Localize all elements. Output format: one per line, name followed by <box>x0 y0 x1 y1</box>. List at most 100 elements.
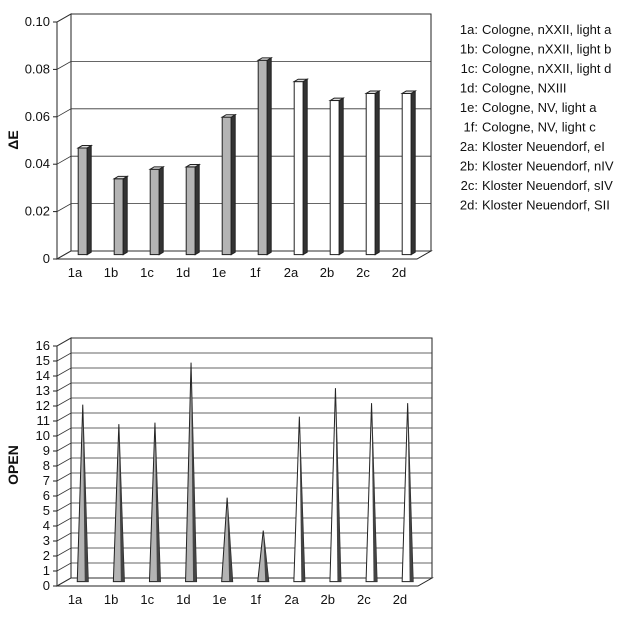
x-tick-label: 1b <box>104 592 118 607</box>
bar <box>184 163 202 256</box>
gridline <box>56 427 432 437</box>
bar <box>365 403 378 583</box>
chart-frame <box>55 337 434 587</box>
x-tick-label: 1f <box>250 265 261 280</box>
y-tick-label: 15 <box>36 353 50 368</box>
x-tick-label: 2d <box>393 592 407 607</box>
legend-entry: Kloster Neuendorf, sIV <box>482 178 613 193</box>
x-tick-label: 1b <box>104 265 118 280</box>
gridline <box>56 203 431 212</box>
gridline <box>56 13 431 23</box>
bar <box>112 424 125 583</box>
gridline <box>56 532 432 542</box>
gridlines <box>53 337 432 587</box>
x-tick-label: 2c <box>357 592 371 607</box>
y-tick-label: 0 <box>43 251 50 266</box>
x-tick-label: 2d <box>392 265 406 280</box>
y-tick-label: 4 <box>43 518 50 533</box>
gridlines <box>53 13 431 260</box>
gridline <box>56 457 432 467</box>
x-tick-label: 2b <box>321 592 335 607</box>
bar <box>112 175 130 256</box>
gridline <box>56 487 432 497</box>
y-tick-label: 5 <box>43 503 50 518</box>
x-tick-label: 1f <box>250 592 261 607</box>
legend-entry: Cologne, NXIII <box>482 81 567 96</box>
x-tick-label: 1c <box>140 265 154 280</box>
gridline <box>56 517 432 527</box>
bar <box>256 56 274 256</box>
legend-entry: Cologne, nXXII, light a <box>482 22 612 37</box>
y-tick-label: 13 <box>36 383 50 398</box>
x-tick-label: 2c <box>356 265 370 280</box>
bar <box>401 403 414 583</box>
cone-bars <box>76 362 414 583</box>
bar <box>76 404 89 583</box>
y-tick-label: 9 <box>43 443 50 458</box>
y-tick-label: 0 <box>43 578 50 593</box>
y-tick-label: 12 <box>36 398 50 413</box>
x-tick-label: 1d <box>176 592 190 607</box>
x-tick-label: 1a <box>68 265 83 280</box>
y-tick-label: 1 <box>43 563 50 578</box>
gridline <box>56 155 431 165</box>
legend-entry: Cologne, NV, light c <box>482 120 596 135</box>
bar <box>148 422 161 583</box>
x-tick-label: 1e <box>212 265 226 280</box>
x-tick-label: 1d <box>176 265 190 280</box>
y-tick-label: 14 <box>36 368 50 383</box>
y-tick-label: 0.08 <box>25 61 50 76</box>
x-tick-labels: 1a 1b 1c 1d 1e 1f 2a 2b 2c 2d <box>68 592 407 607</box>
bar <box>257 530 270 583</box>
bar <box>293 416 306 583</box>
y-tick-label: 3 <box>43 533 50 548</box>
bar <box>292 78 310 256</box>
legend-key: 1b: <box>460 42 478 57</box>
legend-entry: Kloster Neuendorf, eI <box>482 139 605 154</box>
gridline <box>56 337 432 347</box>
gridline <box>56 397 432 407</box>
y-tick-label: 10 <box>36 428 50 443</box>
legend-entry: Kloster Neuendorf, SII <box>482 198 610 213</box>
bar <box>148 165 166 256</box>
x-tick-label: 2a <box>284 592 299 607</box>
x-tick-label: 1e <box>212 592 226 607</box>
gridline <box>56 562 432 572</box>
y-tick-label: 16 <box>36 338 50 353</box>
legend-key: 1a: <box>460 22 478 37</box>
x-tick-label: 2a <box>284 265 299 280</box>
gridline <box>56 472 432 482</box>
y-tick-label: 6 <box>43 488 50 503</box>
gridline <box>56 250 431 260</box>
gridline <box>56 577 432 587</box>
legend-entry: Cologne, nXXII, light b <box>482 42 611 57</box>
gridline <box>56 108 431 118</box>
legend-entry: Kloster Neuendorf, nIV <box>482 159 614 174</box>
y-axis-label: ΔE <box>5 130 21 149</box>
y-tick-label: 0.04 <box>25 156 50 171</box>
gridline <box>56 61 431 70</box>
x-tick-label: 1c <box>140 592 154 607</box>
bar <box>76 144 94 256</box>
gridline <box>56 412 432 422</box>
gridline <box>56 352 432 362</box>
y-tick-label: 2 <box>43 548 50 563</box>
bars <box>76 56 418 256</box>
bar <box>220 113 238 256</box>
y-axis-label: OPEN <box>5 445 21 485</box>
legend-entry: Cologne, NV, light a <box>482 100 597 115</box>
gridline <box>56 547 432 557</box>
bar <box>221 497 234 583</box>
x-tick-labels: 1a 1b 1c 1d 1e 1f 2a 2b 2c 2d <box>68 265 406 280</box>
x-tick-label: 1a <box>68 592 83 607</box>
legend-key: 2a: <box>460 139 478 154</box>
y-tick-label: 8 <box>43 458 50 473</box>
delta-e-chart: 0 0.02 0.04 0.06 0.08 0.10 1a 1b 1c 1d 1e 1f 2a 2b 2c… <box>5 13 614 280</box>
legend-key: 2d: <box>460 198 478 213</box>
y-tick-label: 7 <box>43 473 50 488</box>
legend-key: 2c: <box>461 178 478 193</box>
y-tick-labels: 0 0.02 0.04 0.06 0.08 0.10 <box>25 14 50 266</box>
bar <box>185 362 198 583</box>
bar <box>329 388 342 583</box>
